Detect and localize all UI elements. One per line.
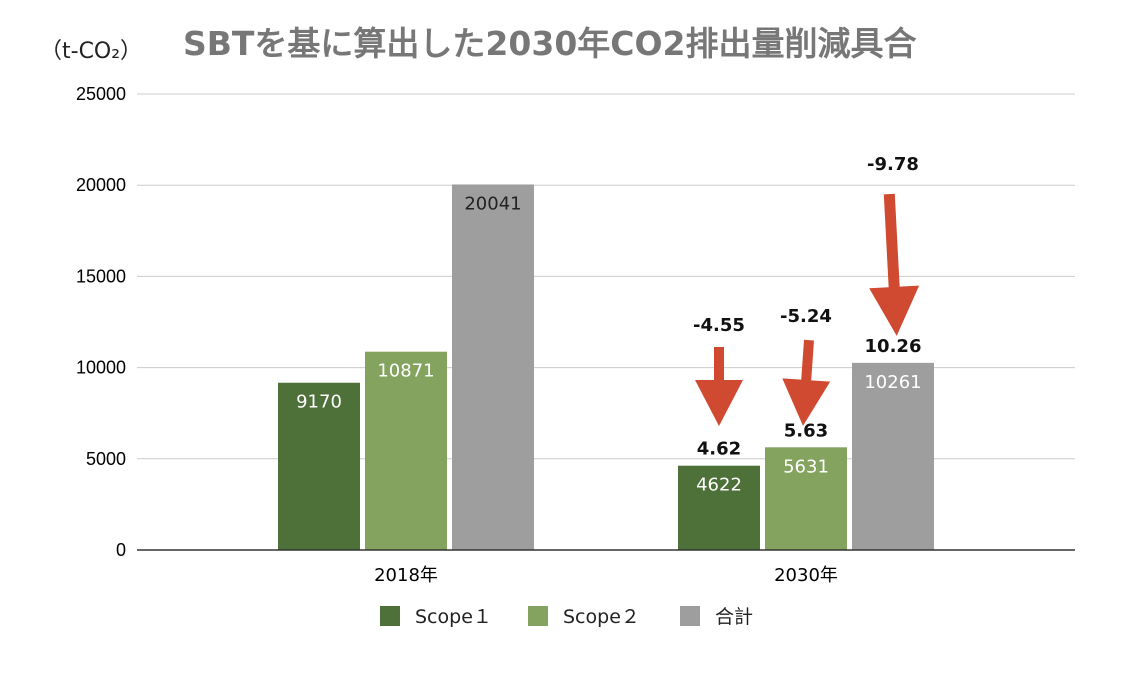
x-tick-label: 2018年 xyxy=(374,565,438,586)
legend-label: Scope１ xyxy=(415,606,492,628)
legend-swatch xyxy=(528,606,548,626)
y-tick-label: 20000 xyxy=(76,175,126,195)
bar xyxy=(365,351,447,550)
reduction-annotation: -9.78 xyxy=(867,154,919,175)
bar xyxy=(452,184,534,551)
bar xyxy=(678,465,760,550)
reduction-arrow xyxy=(695,347,743,426)
x-axis: 2018年 2030年 xyxy=(137,549,1075,586)
reduction-arrow xyxy=(869,193,920,336)
legend-swatch xyxy=(680,606,700,626)
reduction-annotation: -4.55 xyxy=(693,315,745,336)
x-tick-label: 2030年 xyxy=(774,565,838,586)
legend-label: Scope２ xyxy=(563,606,640,628)
bar-value-label: 20041 xyxy=(464,193,521,214)
value-annotation: 10.26 xyxy=(865,336,922,357)
bar xyxy=(852,362,934,550)
y-tick-label: 10000 xyxy=(76,358,126,378)
bars: 9170 4622 10871 5631 20041 10261 xyxy=(278,184,934,551)
y-axis: 0 5000 10000 15000 20000 25000 xyxy=(76,84,126,560)
reduction-annotation: -5.24 xyxy=(780,306,832,327)
reduction-arrow xyxy=(782,339,831,426)
arrow-shape xyxy=(782,339,831,426)
y-tick-label: 0 xyxy=(116,540,126,560)
y-tick-label: 5000 xyxy=(86,449,126,469)
bar-value-label: 5631 xyxy=(783,456,829,477)
legend: Scope１ Scope２ 合計 xyxy=(380,606,753,628)
y-tick-label: 15000 xyxy=(76,266,126,286)
gridlines xyxy=(137,93,1075,460)
value-annotation: 5.63 xyxy=(784,420,828,441)
unit-label: （t-CO₂） xyxy=(40,39,142,64)
bar xyxy=(765,447,847,550)
bar-value-label: 10871 xyxy=(377,361,434,382)
y-tick-label: 25000 xyxy=(76,84,126,104)
chart-title: SBTを基に算出した2030年CO2排出量削減具合 xyxy=(183,24,917,63)
value-annotation: 4.62 xyxy=(697,439,741,460)
annotations: 4.62 -4.55 5.63 -5.24 10.26 -9.78 xyxy=(693,154,922,460)
bar-value-label: 9170 xyxy=(296,392,342,413)
bar-value-label: 10261 xyxy=(864,372,921,393)
legend-label: 合計 xyxy=(715,606,753,628)
bar xyxy=(278,382,360,550)
bar-value-label: 4622 xyxy=(696,475,742,496)
arrow-shape xyxy=(869,193,920,336)
arrow-shape xyxy=(695,347,743,426)
legend-swatch xyxy=(380,606,400,626)
